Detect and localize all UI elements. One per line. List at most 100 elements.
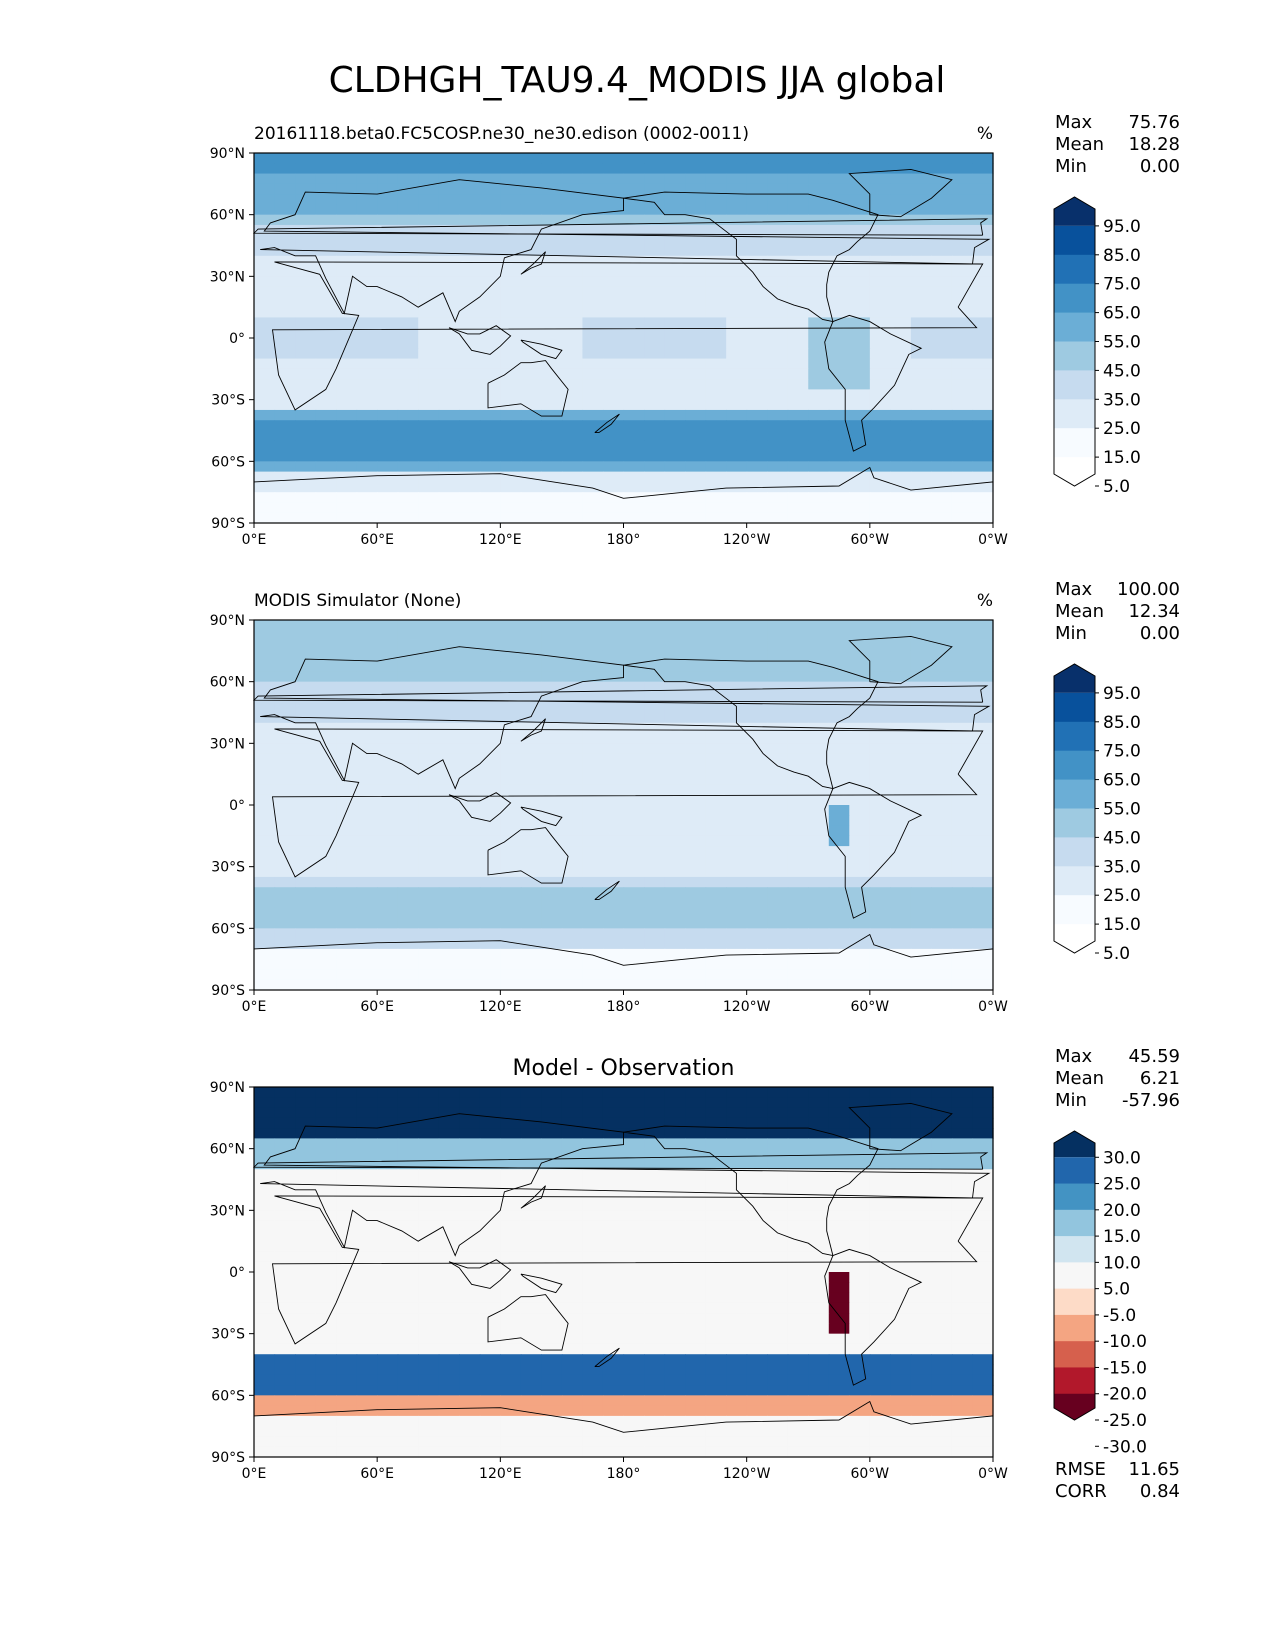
- field-cell: [397, 235, 419, 247]
- field-cell: [520, 163, 542, 175]
- field-cell: [561, 774, 584, 786]
- field-cell: [787, 471, 809, 483]
- field-cell: [418, 938, 440, 950]
- field-cell: [315, 815, 337, 827]
- field-cell: [931, 702, 953, 714]
- field-cell: [972, 753, 994, 765]
- field-cell: [644, 794, 666, 806]
- field-cell: [951, 409, 974, 421]
- field-cell: [356, 235, 378, 247]
- field-cell: [664, 805, 686, 816]
- field-cell: [356, 1230, 378, 1242]
- field-cell: [438, 1395, 460, 1407]
- field-cell: [808, 1374, 830, 1386]
- field-cell: [254, 153, 276, 164]
- field-cell: [356, 1087, 378, 1098]
- field-cell: [602, 671, 625, 683]
- field-cell: [767, 712, 789, 724]
- field-cell: [356, 733, 378, 744]
- field-cell: [315, 512, 337, 524]
- field-cell: [500, 856, 522, 868]
- field-cell: [254, 1200, 276, 1211]
- field-cell: [767, 907, 789, 919]
- field-cell: [951, 1117, 974, 1129]
- field-cell: [377, 928, 399, 940]
- field-cell: [561, 897, 584, 909]
- field-cell: [931, 1200, 953, 1211]
- field-cell: [787, 173, 809, 185]
- field-cell: [356, 1354, 378, 1366]
- panel-1-colorbar: 95.085.075.065.055.045.035.025.015.05.0: [1053, 196, 1141, 497]
- field-cell: [500, 1374, 522, 1386]
- field-cell: [623, 1169, 645, 1181]
- field-cell: [787, 1138, 809, 1150]
- field-cell: [910, 183, 933, 195]
- field-cell: [726, 440, 748, 452]
- field-cell: [479, 794, 501, 806]
- field-cell: [767, 194, 789, 205]
- field-cell: [602, 1128, 625, 1139]
- field-cell: [808, 856, 830, 868]
- field-cell: [295, 702, 317, 714]
- field-cell: [910, 307, 933, 319]
- field-cell: [726, 743, 748, 755]
- field-cell: [295, 1200, 317, 1211]
- field-cell: [767, 887, 789, 899]
- field-cell: [602, 1446, 625, 1458]
- field-cell: [254, 784, 276, 796]
- field-cell: [808, 276, 830, 288]
- field-cell: [377, 471, 399, 483]
- field-cell: [685, 379, 707, 390]
- field-cell: [438, 1097, 460, 1109]
- field-cell: [254, 794, 276, 806]
- field-cell: [890, 774, 912, 786]
- field-cell: [274, 866, 296, 878]
- field-cell: [295, 743, 317, 755]
- field-cell: [808, 681, 830, 693]
- field-cell: [479, 1323, 501, 1335]
- field-cell: [541, 307, 563, 319]
- field-cell: [931, 1107, 953, 1119]
- field-cell: [438, 1323, 460, 1335]
- field-cell: [500, 307, 522, 319]
- field-cell: [869, 1117, 891, 1129]
- field-cell: [438, 358, 460, 370]
- field-cell: [397, 1179, 419, 1191]
- field-cell: [295, 492, 317, 504]
- field-cell: [315, 307, 337, 319]
- field-cell: [561, 959, 584, 971]
- field-cell: [418, 1343, 440, 1355]
- field-cell: [890, 1158, 912, 1170]
- field-cell: [849, 1302, 871, 1314]
- field-cell: [685, 887, 707, 899]
- field-cell: [274, 471, 296, 483]
- field-cell: [336, 327, 358, 339]
- field-cell: [931, 235, 953, 247]
- field-cell: [377, 276, 399, 288]
- field-cell: [315, 630, 337, 642]
- field-cell: [418, 661, 440, 672]
- field-cell: [869, 671, 891, 683]
- field-cell: [890, 815, 912, 827]
- field-cell: [849, 1148, 871, 1160]
- field-cell: [397, 1097, 419, 1109]
- field-cell: [356, 620, 378, 631]
- field-cell: [808, 948, 830, 960]
- field-cell: [726, 1385, 748, 1396]
- field-cell: [808, 671, 830, 683]
- field-cell: [644, 640, 666, 652]
- field-cell: [685, 1220, 707, 1232]
- field-cell: [787, 805, 809, 816]
- field-cell: [685, 918, 707, 929]
- field-cell: [828, 1385, 850, 1396]
- field-cell: [520, 835, 542, 847]
- field-cell: [377, 1138, 399, 1150]
- field-cell: [295, 1107, 317, 1119]
- field-cell: [582, 753, 604, 765]
- field-cell: [849, 794, 871, 806]
- field-cell: [438, 1179, 460, 1191]
- field-cell: [869, 928, 891, 940]
- field-cell: [582, 399, 604, 411]
- field-cell: [726, 492, 748, 504]
- field-cell: [541, 918, 563, 929]
